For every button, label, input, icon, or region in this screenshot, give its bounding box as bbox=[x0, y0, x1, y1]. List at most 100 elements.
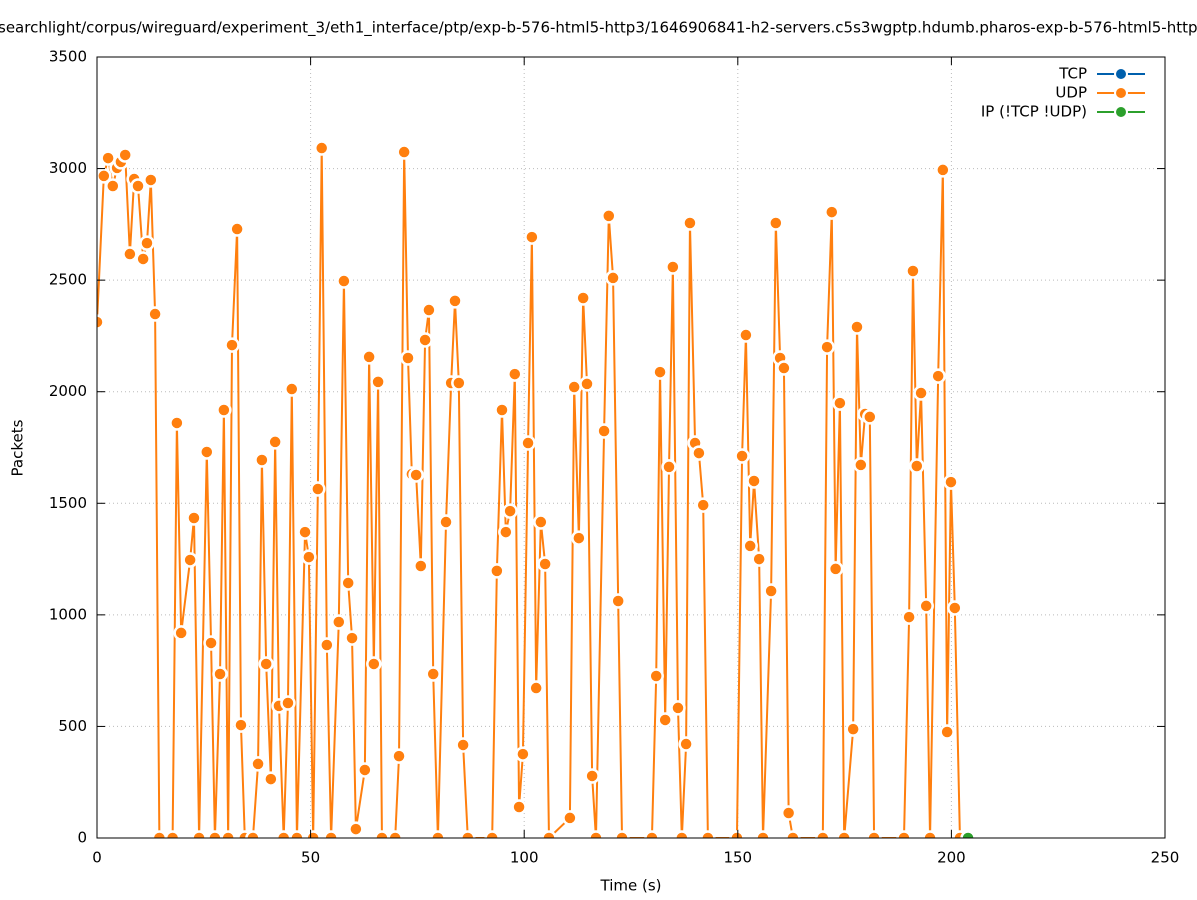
data-point bbox=[575, 290, 591, 306]
grid bbox=[96, 56, 1166, 839]
data-point bbox=[387, 830, 403, 838]
data-point bbox=[460, 830, 476, 838]
data-point bbox=[447, 293, 463, 309]
legend-label: IP (!TCP !UDP) bbox=[981, 103, 1087, 121]
data-point bbox=[400, 350, 416, 366]
data-point bbox=[746, 473, 762, 489]
data-point bbox=[610, 593, 626, 609]
data-point bbox=[216, 402, 232, 418]
y-tick-label: 3000 bbox=[49, 159, 87, 177]
data-point bbox=[370, 374, 386, 390]
data-point bbox=[494, 402, 510, 418]
data-point bbox=[768, 215, 784, 231]
data-point bbox=[151, 830, 168, 838]
data-point bbox=[827, 561, 844, 577]
data-point bbox=[254, 452, 270, 468]
data-point bbox=[212, 666, 228, 682]
data-point bbox=[233, 717, 249, 733]
y-axis-label: Packets bbox=[9, 419, 27, 476]
data-point bbox=[117, 147, 133, 163]
data-point bbox=[596, 423, 612, 439]
data-point bbox=[866, 830, 882, 838]
data-point bbox=[135, 251, 151, 267]
data-point bbox=[336, 273, 352, 289]
data-point bbox=[763, 583, 779, 599]
data-point bbox=[845, 721, 861, 737]
data-point bbox=[173, 625, 189, 641]
data-point bbox=[484, 830, 500, 838]
data-point bbox=[267, 434, 283, 450]
data-point bbox=[340, 575, 356, 591]
data-point bbox=[601, 208, 617, 224]
data-point bbox=[734, 448, 750, 464]
data-point bbox=[918, 598, 934, 614]
legend-label: TCP bbox=[1058, 65, 1087, 83]
data-point bbox=[755, 830, 771, 838]
data-point bbox=[836, 830, 852, 838]
data-point bbox=[652, 364, 668, 380]
data-point bbox=[455, 737, 471, 753]
data-point bbox=[489, 563, 505, 579]
data-point bbox=[413, 558, 429, 574]
data-point bbox=[374, 830, 390, 838]
data-point bbox=[331, 614, 347, 630]
data-point bbox=[943, 474, 959, 490]
data-point bbox=[605, 270, 621, 286]
data-point bbox=[960, 830, 976, 838]
data-point bbox=[220, 830, 236, 838]
data-point bbox=[657, 712, 673, 728]
data-point bbox=[682, 215, 698, 231]
data-point bbox=[319, 637, 335, 653]
data-point bbox=[571, 530, 587, 546]
data-point bbox=[909, 458, 925, 474]
data-point bbox=[815, 830, 831, 838]
data-point bbox=[305, 830, 321, 838]
x-tick-label: 150 bbox=[723, 849, 752, 867]
data-point bbox=[832, 395, 848, 411]
data-point bbox=[947, 600, 963, 616]
data-point bbox=[438, 514, 454, 530]
data-point bbox=[785, 830, 801, 838]
data-point bbox=[524, 229, 540, 245]
data-point bbox=[97, 314, 105, 330]
data-point bbox=[742, 538, 758, 554]
data-point bbox=[537, 556, 553, 572]
data-point bbox=[250, 756, 266, 772]
data-point bbox=[130, 178, 146, 194]
data-point bbox=[357, 762, 373, 778]
data-point bbox=[648, 668, 664, 684]
data-point bbox=[199, 444, 215, 460]
data-point bbox=[665, 259, 681, 275]
data-point bbox=[182, 552, 198, 568]
data-point bbox=[143, 172, 159, 188]
y-tick-label: 2500 bbox=[49, 271, 87, 289]
data-point bbox=[105, 178, 121, 194]
data-point bbox=[289, 830, 305, 838]
data-point bbox=[301, 549, 317, 565]
data-point bbox=[579, 376, 595, 392]
data-point bbox=[562, 810, 578, 826]
x-tick-label: 50 bbox=[301, 849, 320, 867]
data-point bbox=[421, 302, 437, 318]
data-point bbox=[661, 459, 677, 475]
data-point bbox=[139, 235, 155, 251]
data-point bbox=[451, 375, 467, 391]
data-point bbox=[284, 381, 300, 397]
data-point bbox=[498, 524, 514, 540]
data-point bbox=[751, 551, 767, 567]
data-point bbox=[678, 736, 694, 752]
data-point bbox=[670, 700, 686, 716]
data-point bbox=[203, 635, 219, 651]
x-tick-label: 100 bbox=[510, 849, 539, 867]
data-point bbox=[258, 656, 274, 672]
data-point bbox=[901, 609, 917, 625]
data-point bbox=[430, 830, 446, 838]
data-point bbox=[122, 246, 138, 262]
data-point bbox=[207, 830, 223, 838]
data-point bbox=[280, 695, 296, 711]
data-point bbox=[366, 656, 382, 672]
data-point bbox=[348, 821, 364, 837]
data-point bbox=[896, 830, 912, 838]
